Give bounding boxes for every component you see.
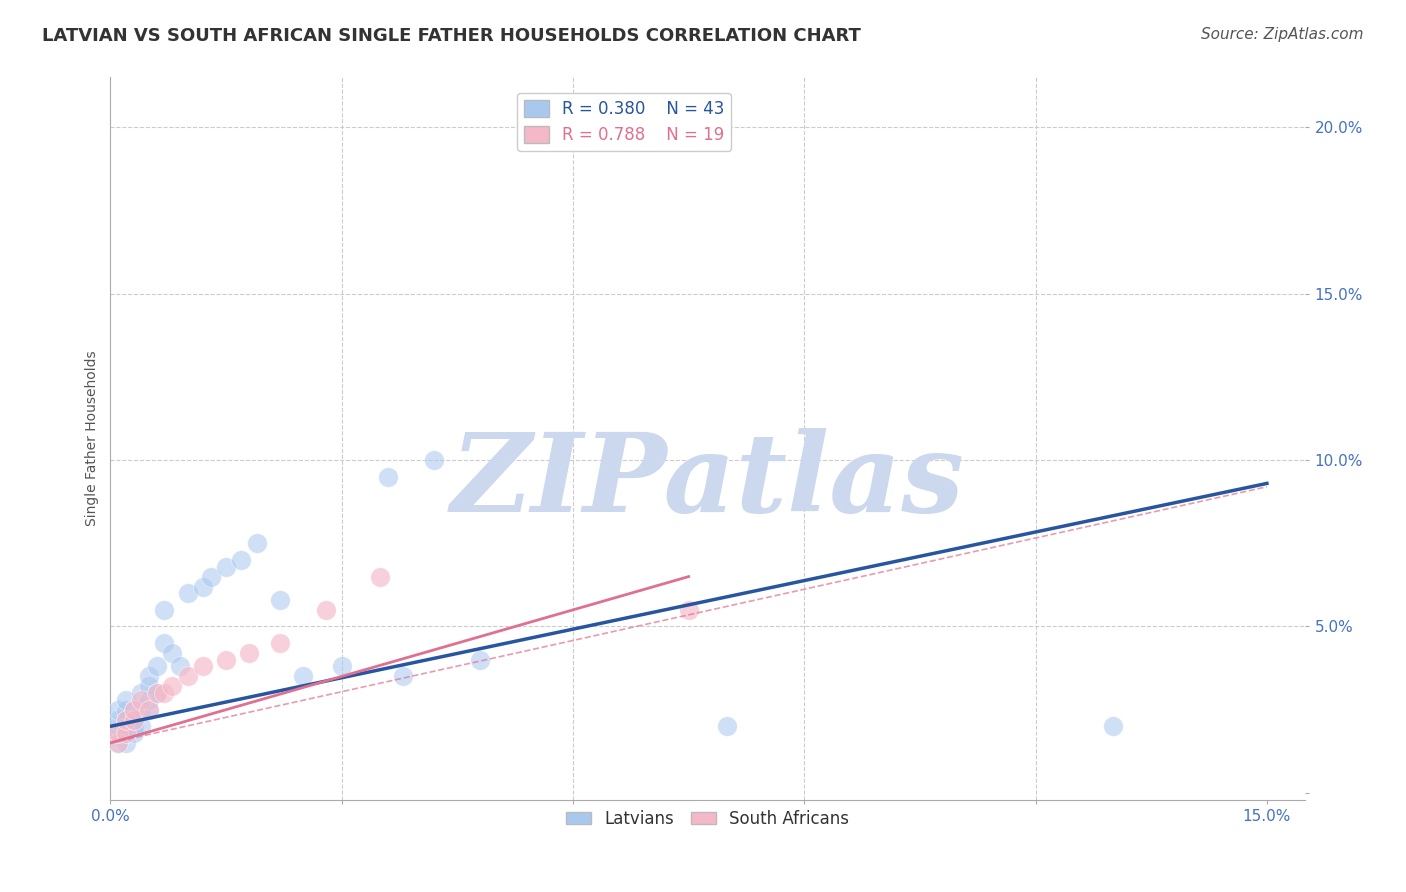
Point	[176, 669, 198, 683]
Point	[107, 726, 129, 740]
Point	[138, 703, 160, 717]
Point	[107, 736, 129, 750]
Point	[145, 686, 167, 700]
Point	[138, 703, 160, 717]
Point	[246, 536, 269, 550]
Point	[191, 580, 214, 594]
Point	[368, 569, 391, 583]
Point	[138, 692, 160, 706]
Point	[176, 586, 198, 600]
Point	[122, 713, 145, 727]
Point	[292, 669, 315, 683]
Point	[122, 703, 145, 717]
Point	[470, 653, 492, 667]
Y-axis label: Single Father Households: Single Father Households	[86, 351, 100, 526]
Point	[114, 713, 136, 727]
Point	[153, 686, 176, 700]
Point	[122, 726, 145, 740]
Point	[145, 686, 167, 700]
Point	[107, 726, 129, 740]
Point	[269, 592, 291, 607]
Point	[122, 719, 145, 733]
Text: LATVIAN VS SOUTH AFRICAN SINGLE FATHER HOUSEHOLDS CORRELATION CHART: LATVIAN VS SOUTH AFRICAN SINGLE FATHER H…	[42, 27, 860, 45]
Point	[215, 559, 238, 574]
Point	[114, 692, 136, 706]
Point	[423, 453, 446, 467]
Point	[129, 692, 152, 706]
Point	[153, 636, 176, 650]
Point	[191, 659, 214, 673]
Point	[107, 736, 129, 750]
Point	[114, 719, 136, 733]
Point	[269, 636, 291, 650]
Point	[138, 679, 160, 693]
Point	[107, 713, 129, 727]
Point	[238, 646, 260, 660]
Point	[114, 703, 136, 717]
Point	[107, 703, 129, 717]
Point	[1101, 719, 1123, 733]
Point	[114, 726, 136, 740]
Point	[231, 553, 253, 567]
Point	[200, 569, 222, 583]
Point	[169, 659, 191, 673]
Point	[153, 603, 176, 617]
Point	[129, 686, 152, 700]
Point	[330, 659, 353, 673]
Text: ZIPatlas: ZIPatlas	[451, 428, 965, 535]
Point	[114, 726, 136, 740]
Point	[114, 736, 136, 750]
Point	[160, 679, 183, 693]
Point	[114, 713, 136, 727]
Point	[122, 703, 145, 717]
Point	[392, 669, 415, 683]
Point	[145, 659, 167, 673]
Point	[129, 703, 152, 717]
Point	[138, 669, 160, 683]
Point	[315, 603, 337, 617]
Point	[678, 603, 700, 617]
Point	[215, 653, 238, 667]
Point	[107, 719, 129, 733]
Legend: Latvians, South Africans: Latvians, South Africans	[560, 803, 856, 835]
Point	[122, 713, 145, 727]
Text: Source: ZipAtlas.com: Source: ZipAtlas.com	[1201, 27, 1364, 42]
Point	[377, 469, 399, 483]
Point	[160, 646, 183, 660]
Point	[716, 719, 738, 733]
Point	[129, 719, 152, 733]
